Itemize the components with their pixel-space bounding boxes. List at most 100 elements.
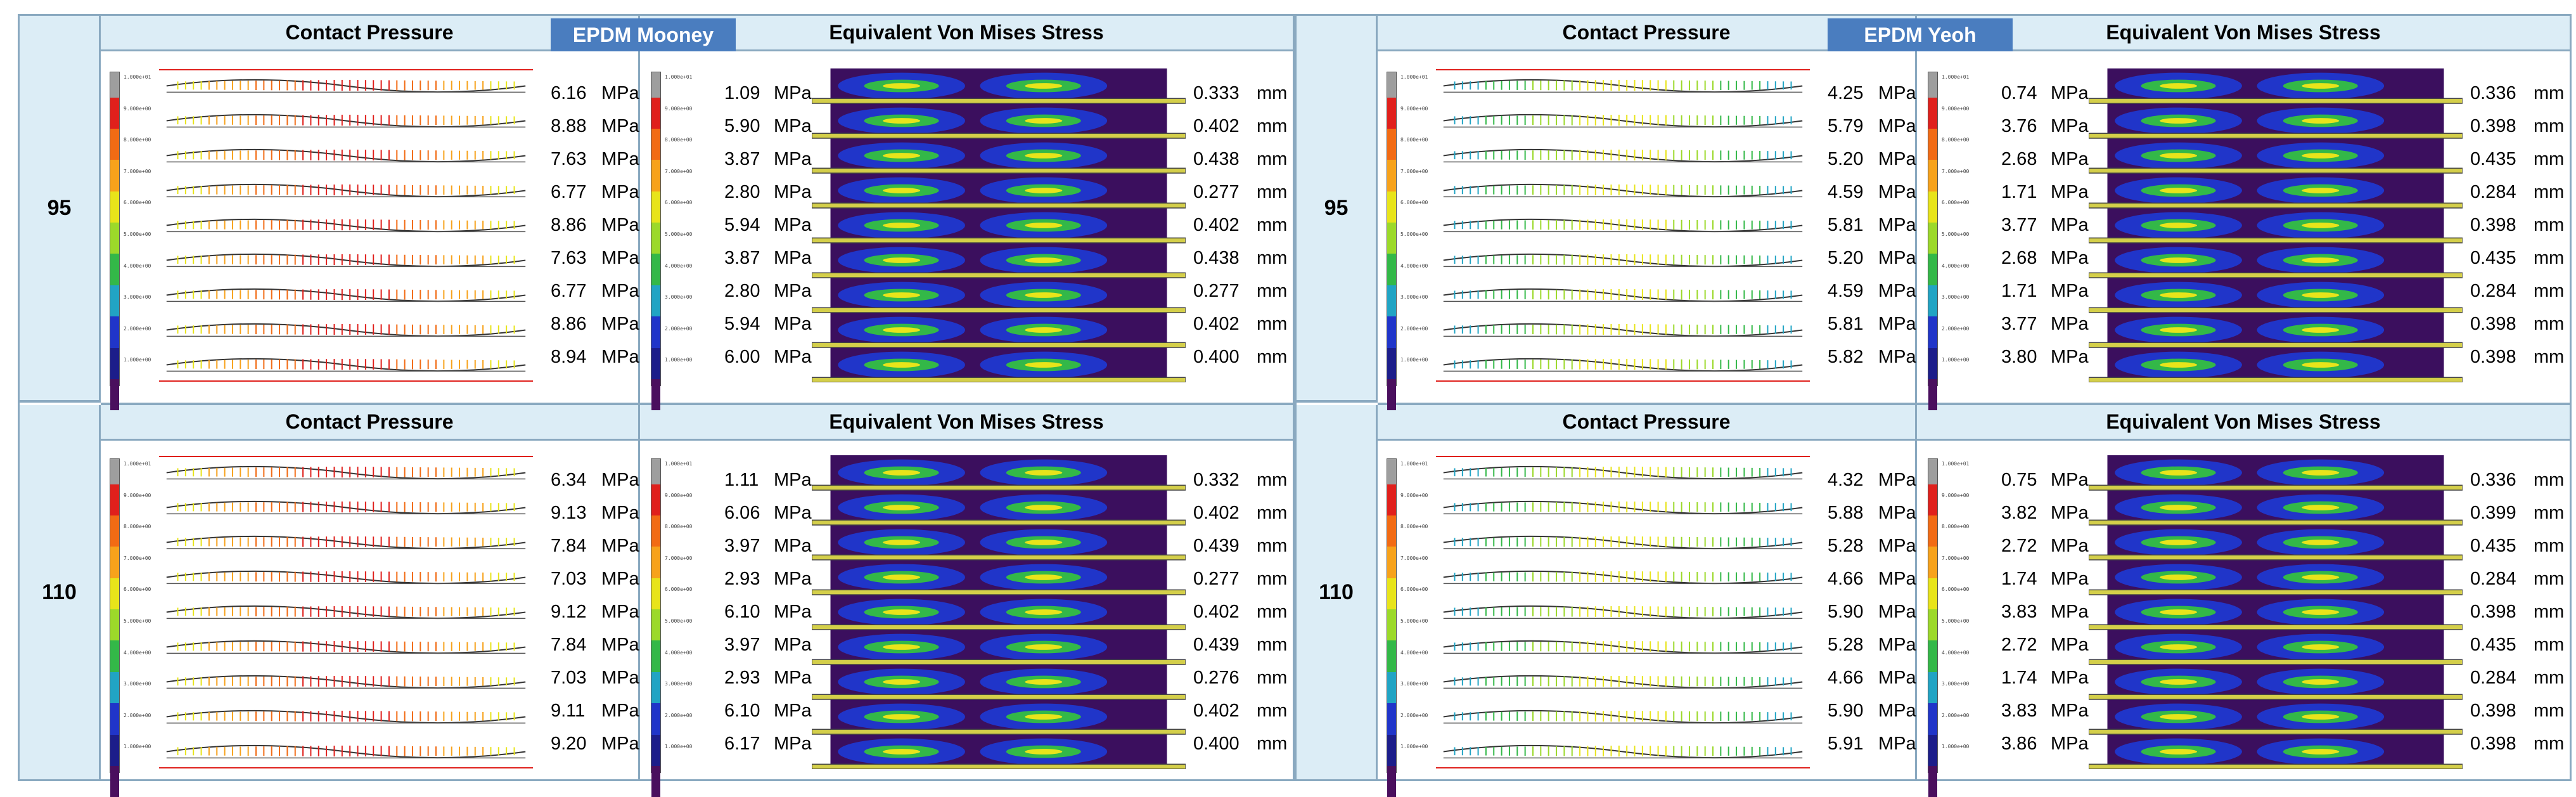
- legend-tick: 6.000e+00: [1942, 200, 1970, 206]
- unit-label: MPa: [774, 701, 812, 721]
- value-cell: 0.398: [2470, 215, 2516, 235]
- value-cell: 5.91: [1828, 734, 1864, 754]
- stress-max: [2302, 644, 2340, 650]
- value-cell: 0.400: [1193, 347, 1240, 367]
- legend-swatch: [651, 734, 660, 767]
- legend-tick-labels: 1.000e+01 9.000e+00 8.000e+00 7.000e+00 6.00…: [124, 73, 174, 387]
- unit-label: MPa: [1878, 182, 1916, 202]
- unit-label: mm: [2534, 569, 2565, 589]
- metal-plate: [2089, 237, 2463, 243]
- legend-tick: 8.000e+00: [1400, 137, 1428, 143]
- value-cell: 7.63: [551, 248, 587, 268]
- value-cell: 0.336: [2470, 83, 2516, 103]
- legend-swatch: [1387, 671, 1396, 704]
- unit-label: mm: [1257, 182, 1288, 202]
- legend-swatch: [110, 72, 119, 98]
- metal-plate: [812, 519, 1186, 526]
- metal-plate: [812, 659, 1186, 665]
- legend-swatch: [1387, 640, 1396, 672]
- legend-tick: 4.000e+00: [1400, 262, 1428, 269]
- gasket-outline: [1443, 323, 1803, 337]
- gasket-outline: [1443, 605, 1803, 619]
- legend-swatch: [1387, 97, 1396, 129]
- stress-max: [2302, 749, 2340, 755]
- legend-tick: 1.000e+01: [1942, 74, 1970, 80]
- von-mises-header: Equivalent Von Mises Stress: [1917, 16, 2570, 51]
- color-legend-bar: [110, 458, 120, 797]
- contact-pressure-header: Contact Pressure: [1378, 16, 1915, 51]
- value-cell: 4.59: [1828, 281, 1864, 301]
- value-cell: 6.10: [724, 602, 760, 622]
- unit-label: MPa: [601, 503, 639, 523]
- metal-plate: [812, 342, 1186, 348]
- legend-tick: 8.000e+00: [1942, 137, 1970, 143]
- gasket-outline: [166, 675, 526, 689]
- metal-plate: [812, 763, 1186, 769]
- metal-plate: [2089, 98, 2463, 104]
- stress-max: [883, 749, 921, 755]
- legend-tick: 9.000e+00: [1400, 492, 1428, 498]
- legend-tick: 5.000e+00: [665, 618, 693, 624]
- unit-label: MPa: [1878, 635, 1916, 655]
- stress-max: [883, 188, 921, 193]
- unit-label: mm: [1257, 503, 1288, 523]
- metal-plate: [2089, 554, 2463, 560]
- legend-swatch: [1928, 515, 1937, 547]
- legend-tick: 7.000e+00: [665, 555, 693, 561]
- legend-swatch: [651, 285, 660, 317]
- legend-swatch: [1928, 191, 1937, 223]
- metal-plate: [2089, 624, 2463, 630]
- unit-label: MPa: [601, 536, 639, 556]
- value-cell: 0.439: [1193, 635, 1240, 655]
- unit-label: MPa: [2051, 569, 2089, 589]
- legend-swatch: [1928, 609, 1937, 641]
- metal-plate: [812, 377, 1186, 382]
- gasket-outline: [166, 323, 526, 337]
- legend-swatch: [110, 379, 119, 411]
- unit-label: MPa: [601, 281, 639, 301]
- stress-max: [2160, 574, 2198, 580]
- metal-plate: [2089, 272, 2463, 278]
- unit-label: mm: [2534, 668, 2565, 688]
- panel-epdm-yeoh: 95 110 Contact Pressure Equivalent Von Mise…: [1295, 14, 2572, 797]
- legend-swatch: [1928, 160, 1937, 191]
- value-cell: 3.77: [2001, 314, 2037, 334]
- legend-tick: 1.000e+00: [665, 744, 693, 750]
- legend-tick: 7.000e+00: [1400, 168, 1428, 174]
- stress-max: [2160, 505, 2198, 510]
- legend-tick: 8.000e+00: [665, 137, 693, 143]
- unit-label: MPa: [601, 635, 639, 655]
- value-cell: 0.398: [2470, 116, 2516, 136]
- legend-tick: 8.000e+00: [124, 137, 151, 143]
- unit-label: MPa: [601, 734, 639, 754]
- unit-label: MPa: [1878, 701, 1916, 721]
- legend-swatch: [1928, 703, 1937, 735]
- unit-label: MPa: [601, 470, 639, 490]
- unit-label: mm: [2534, 701, 2565, 721]
- legend-tick: 1.000e+00: [1400, 357, 1428, 363]
- legend-tick: 8.000e+00: [124, 524, 151, 530]
- unit-label: MPa: [1878, 83, 1916, 103]
- value-cell: 2.80: [724, 281, 760, 301]
- unit-label: MPa: [1878, 347, 1916, 367]
- legend-swatch: [651, 547, 660, 578]
- value-cell: 3.83: [2001, 602, 2037, 622]
- value-cell: 0.277: [1193, 569, 1240, 589]
- legend-swatch: [651, 316, 660, 348]
- value-cell: 2.72: [2001, 536, 2037, 556]
- metal-plate: [812, 694, 1186, 700]
- value-cell: 5.20: [1828, 149, 1864, 169]
- value-cell: 0.398: [2470, 347, 2516, 367]
- value-cell: 5.28: [1828, 635, 1864, 655]
- legend-swatch: [110, 547, 119, 578]
- metal-plate: [2089, 167, 2463, 174]
- unit-label: mm: [1257, 83, 1288, 103]
- von-mises-header: Equivalent Von Mises Stress: [640, 16, 1293, 51]
- stress-max: [2302, 153, 2340, 159]
- legend-swatch: [1387, 734, 1396, 767]
- legend-tick-labels: 1.000e+01 9.000e+00 8.000e+00 7.000e+00 6.00…: [1942, 73, 1992, 387]
- color-legend-bar: [651, 72, 661, 411]
- stress-max: [1025, 574, 1063, 580]
- stress-max: [2302, 609, 2340, 615]
- legend-tick: 2.000e+00: [124, 325, 151, 332]
